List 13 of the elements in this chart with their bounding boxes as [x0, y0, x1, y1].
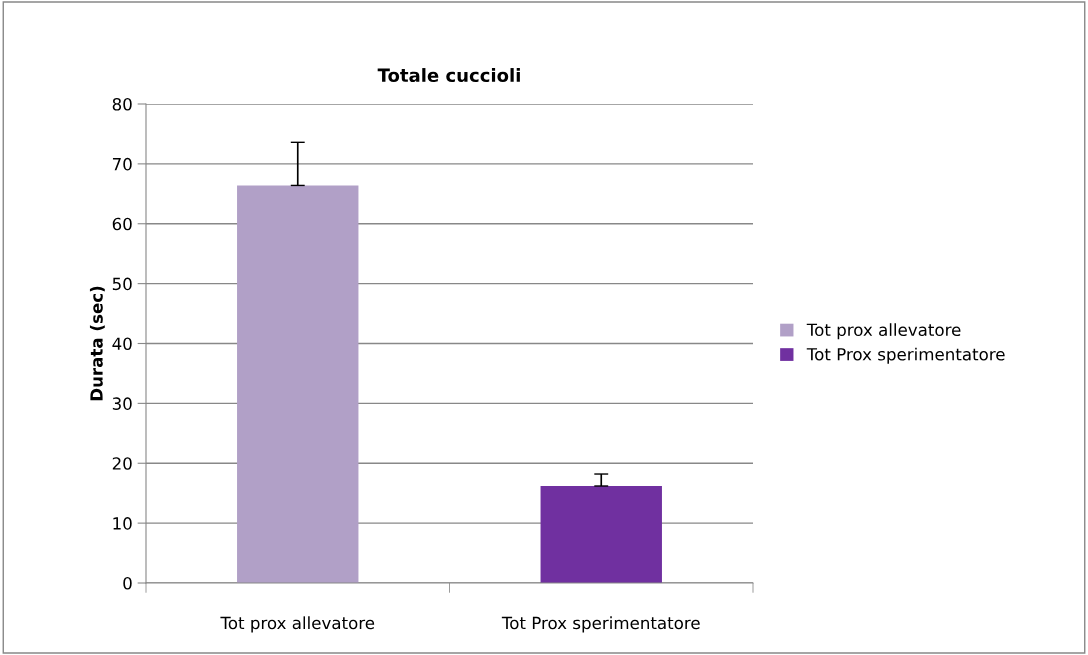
y-tick-label: 50: [112, 277, 132, 291]
y-tick-label: 0: [123, 576, 132, 590]
y-tick-label: 40: [112, 337, 132, 351]
y-tick-label: 80: [112, 97, 132, 111]
chart-title: Totale cuccioli: [377, 68, 520, 83]
legend-label: Tot Prox sperimentatore: [806, 347, 1005, 364]
y-tick-label: 30: [112, 397, 132, 410]
y-tick-label: 70: [112, 157, 132, 171]
y-tick-label: 10: [113, 517, 132, 530]
y-tick-label: 60: [112, 217, 132, 231]
y-tick-label: 20: [112, 457, 132, 470]
legend-label: Tot prox allevatore: [806, 323, 961, 340]
y-axis-title: Durata (sec): [89, 286, 105, 401]
